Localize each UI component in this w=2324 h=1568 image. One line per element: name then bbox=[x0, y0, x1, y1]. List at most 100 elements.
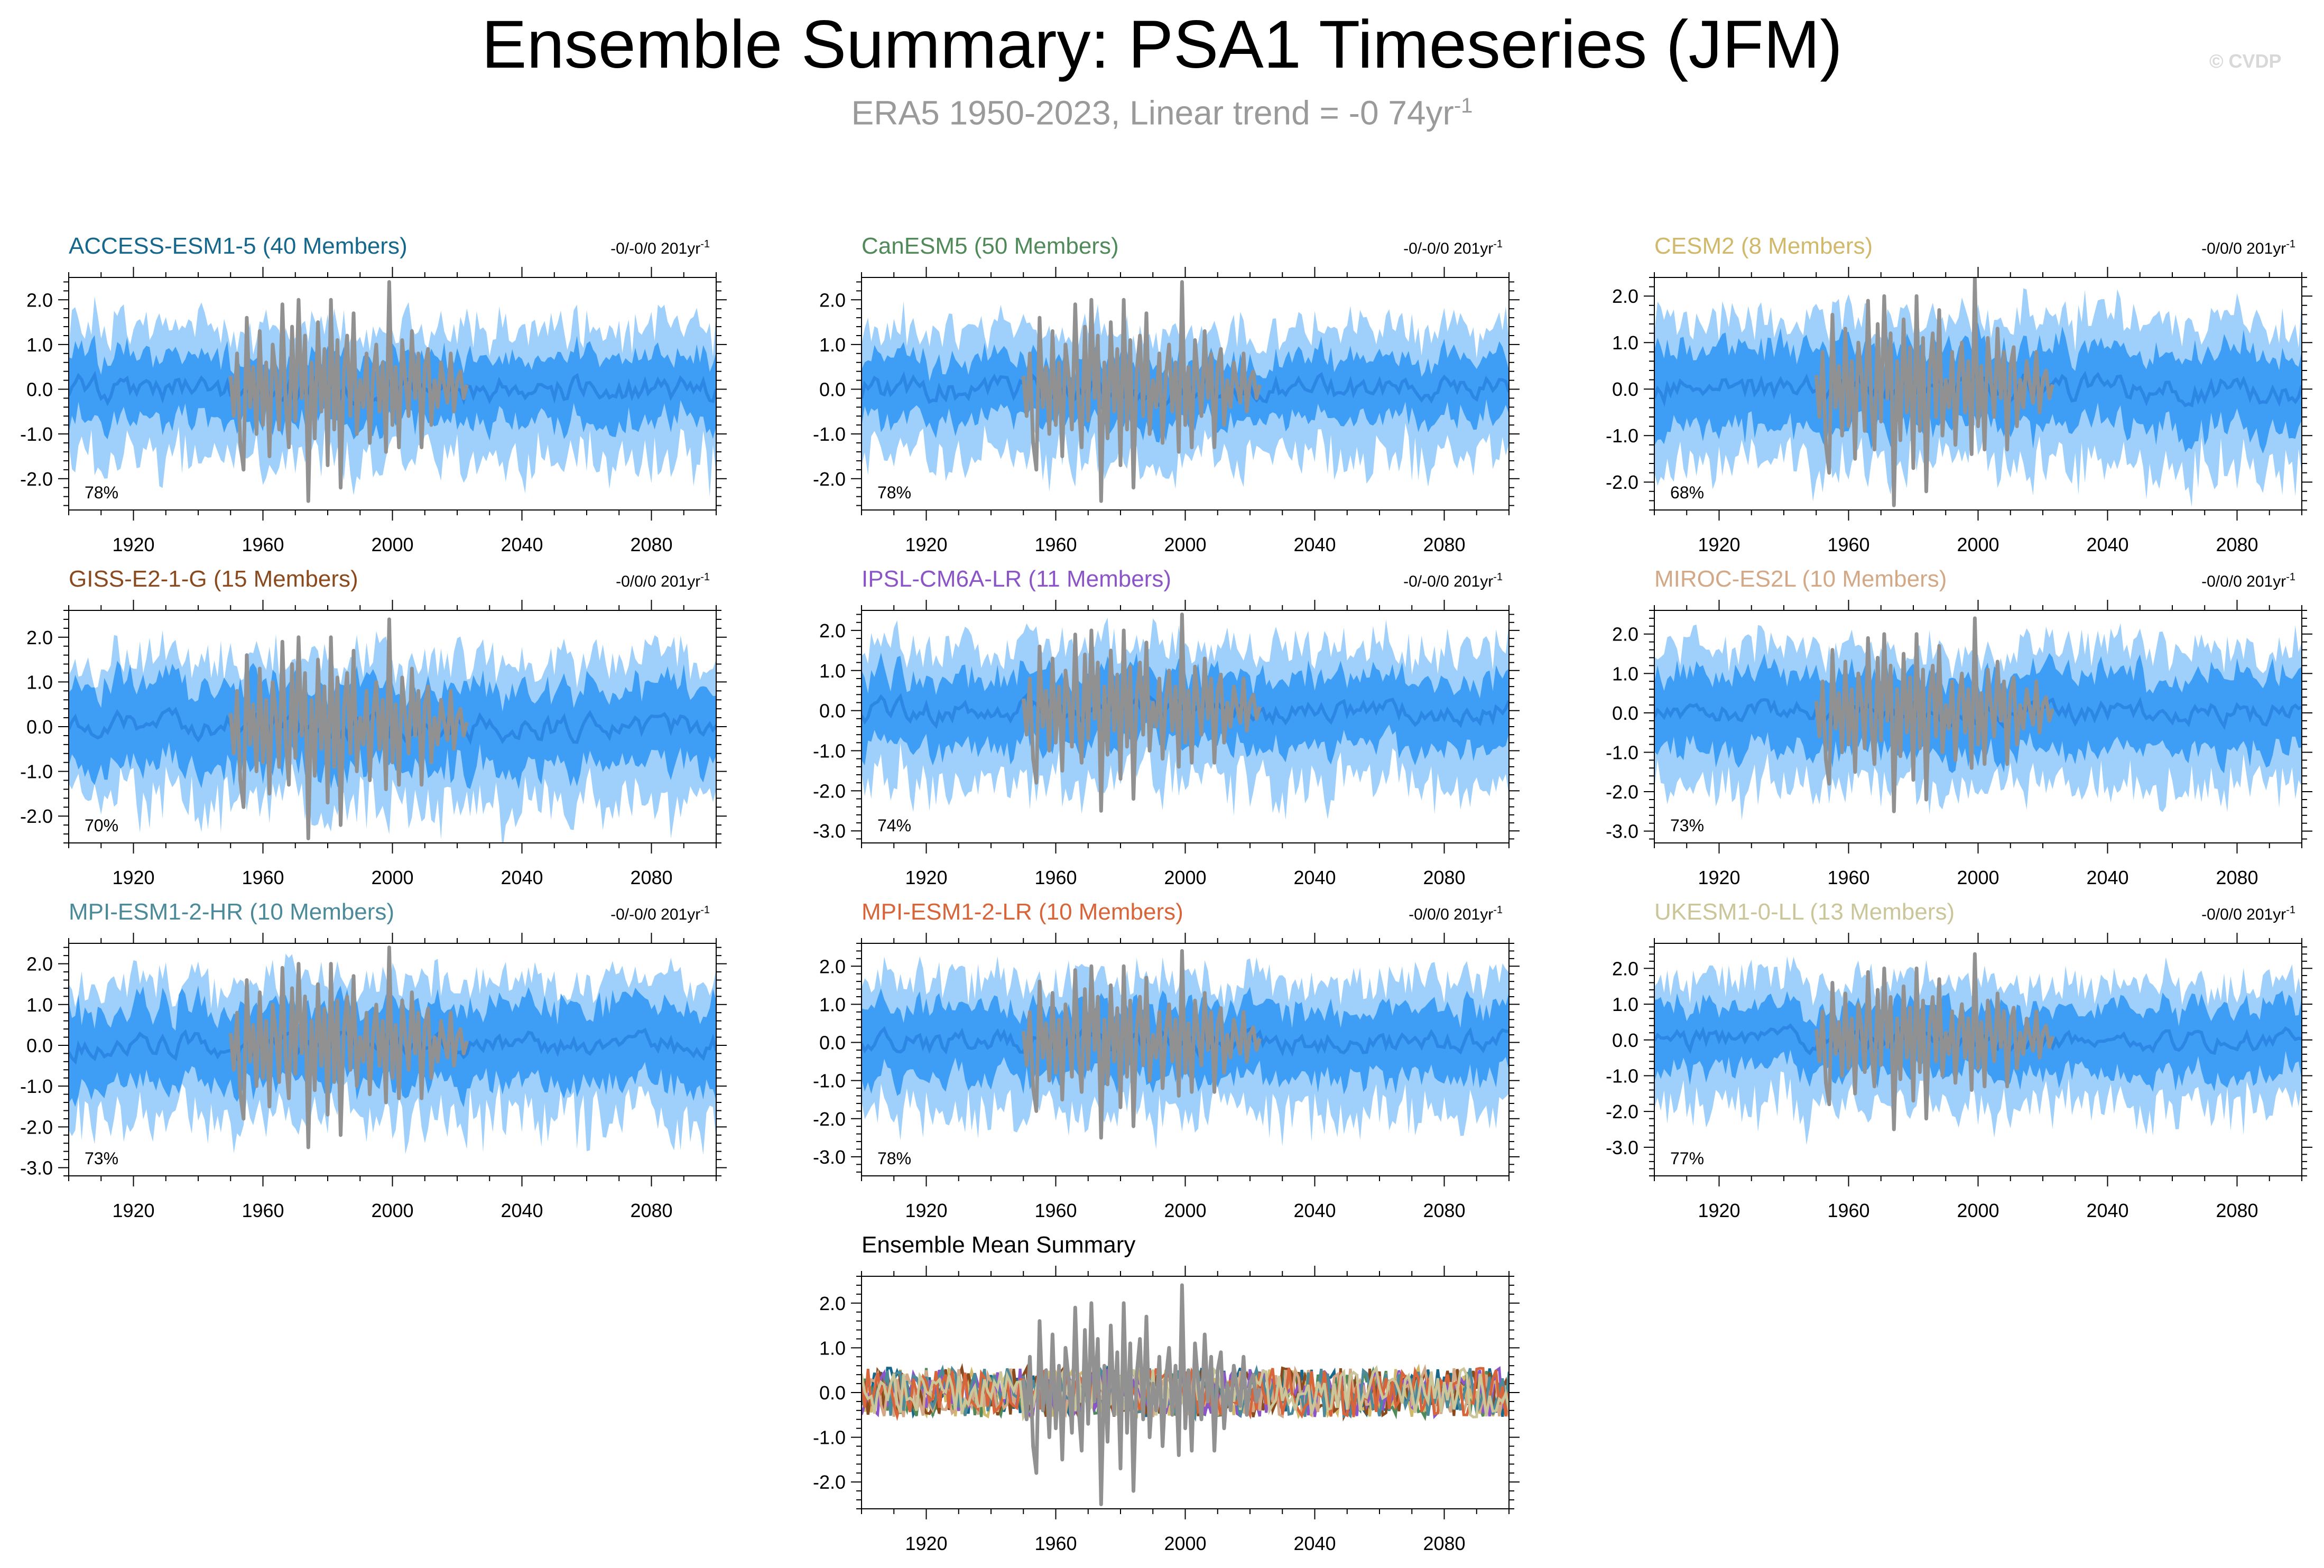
panel-title: MPI-ESM1-2-HR (10 Members) bbox=[69, 899, 394, 925]
y-tick-label: 2.0 bbox=[26, 289, 53, 311]
observed-line bbox=[1814, 277, 2054, 507]
x-tick-label: 1920 bbox=[1698, 1200, 1740, 1221]
trend-label-text: -0/0/0 201yr bbox=[2201, 240, 2286, 257]
panel-title: ACCESS-ESM1-5 (40 Members) bbox=[69, 233, 408, 259]
y-tick-label: -1.0 bbox=[1606, 741, 1638, 763]
percent-label: 77% bbox=[1670, 1149, 1704, 1168]
y-tick-label: 2.0 bbox=[819, 955, 846, 977]
y-tick-label: 1.0 bbox=[1612, 994, 1638, 1015]
y-tick-label: 0.0 bbox=[1612, 702, 1638, 724]
y-tick-label: 0.0 bbox=[1612, 378, 1638, 400]
trend-label-text: -0/-0/0 201yr bbox=[610, 906, 700, 923]
x-tick-label: 1920 bbox=[905, 1533, 947, 1554]
y-tick-label: -3.0 bbox=[813, 1146, 846, 1168]
x-tick-label: 2040 bbox=[2086, 867, 2128, 888]
trend-label-sup: -1 bbox=[2286, 238, 2295, 250]
trend-label-text: -0/0/0 201yr bbox=[1409, 906, 1493, 923]
x-tick-label: 2000 bbox=[1164, 1533, 1206, 1554]
panel-plot-area bbox=[69, 617, 716, 843]
x-tick-label: 2080 bbox=[1423, 1533, 1465, 1554]
figure-title: Ensemble Summary: PSA1 Timeseries (JFM) bbox=[482, 7, 1842, 82]
x-tick-label: 2000 bbox=[371, 867, 413, 888]
x-tick-label: 2080 bbox=[2216, 534, 2258, 555]
trend-label: -0/-0/0 201yr-1 bbox=[610, 904, 710, 923]
percent-label: 78% bbox=[877, 483, 911, 502]
percent-label: 73% bbox=[85, 1149, 118, 1168]
y-tick-label: 0.0 bbox=[26, 716, 53, 738]
x-tick-label: 1960 bbox=[242, 1200, 284, 1221]
panel-plot-area bbox=[862, 1283, 1509, 1506]
panel-mpi-esm1-2-hr: 1920 1960 2000 2040 2080 -3.0 -2.0 -1.0 0.0 1.0 2.… bbox=[20, 899, 727, 1221]
y-tick-label: 2.0 bbox=[819, 1293, 846, 1314]
y-tick-label: -1.0 bbox=[813, 423, 846, 445]
trend-label-sup: -1 bbox=[2286, 904, 2295, 916]
y-tick-label: -2.0 bbox=[1606, 1101, 1638, 1122]
y-tick-label: -2.0 bbox=[813, 468, 846, 490]
y-tick-label: 1.0 bbox=[819, 994, 846, 1015]
panel-cesm2: 1920 1960 2000 2040 2080 -2.0 -1.0 0.0 1.0 2.0 CES… bbox=[1606, 233, 2312, 555]
credit-label: © CVDP bbox=[2209, 50, 2282, 72]
percent-label: 73% bbox=[1670, 816, 1704, 835]
trend-label-sup: -1 bbox=[700, 238, 710, 250]
x-tick-label: 2000 bbox=[371, 534, 413, 555]
x-tick-label: 2000 bbox=[1164, 1200, 1206, 1221]
y-tick-label: -2.0 bbox=[20, 468, 53, 490]
y-tick-label: -2.0 bbox=[20, 805, 53, 827]
x-tick-label: 2040 bbox=[501, 1200, 543, 1221]
y-tick-label: -1.0 bbox=[813, 740, 846, 762]
trend-label-text: -0/0/0 201yr bbox=[2201, 573, 2286, 590]
x-tick-label: 2040 bbox=[1293, 1533, 1336, 1554]
panel-title: MPI-ESM1-2-LR (10 Members) bbox=[862, 899, 1183, 925]
trend-label-text: -0/-0/0 201yr bbox=[610, 240, 700, 257]
y-tick-label: 1.0 bbox=[819, 1337, 846, 1359]
panel-title: CESM2 (8 Members) bbox=[1654, 233, 1873, 259]
x-tick-label: 2000 bbox=[1957, 1200, 1999, 1221]
y-tick-label: -3.0 bbox=[1606, 1137, 1638, 1158]
x-tick-label: 2040 bbox=[1293, 1200, 1336, 1221]
x-tick-label: 1920 bbox=[1698, 867, 1740, 888]
trend-label: -0/-0/0 201yr-1 bbox=[610, 238, 710, 257]
trend-label: -0/0/0 201yr-1 bbox=[1409, 904, 1503, 923]
observed-line bbox=[1021, 1283, 1262, 1506]
y-tick-label: -1.0 bbox=[20, 423, 53, 445]
y-tick-label: -3.0 bbox=[813, 820, 846, 842]
panel-ipsl-cm6a-lr: 1920 1960 2000 2040 2080 -3.0 -2.0 -1.0 0.0 1.0 2.… bbox=[813, 566, 1520, 888]
percent-label: 74% bbox=[877, 816, 911, 835]
trend-label: -0/0/0 201yr-1 bbox=[2201, 238, 2295, 257]
panel-canesm5: 1920 1960 2000 2040 2080 -2.0 -1.0 0.0 1.0 2.0 Can… bbox=[813, 233, 1520, 555]
x-tick-label: 1960 bbox=[1034, 867, 1077, 888]
trend-label-sup: -1 bbox=[1493, 238, 1503, 250]
y-tick-label: 0.0 bbox=[1612, 1029, 1638, 1051]
x-tick-label: 2040 bbox=[501, 867, 543, 888]
y-tick-label: 1.0 bbox=[1612, 332, 1638, 354]
panel-plot-area bbox=[862, 949, 1509, 1149]
y-tick-label: 1.0 bbox=[26, 671, 53, 693]
x-tick-label: 2000 bbox=[371, 1200, 413, 1221]
panel-plot-area bbox=[1654, 277, 2302, 507]
observed-line bbox=[1021, 949, 1262, 1140]
y-tick-label: 0.0 bbox=[819, 1032, 846, 1054]
x-tick-label: 2040 bbox=[2086, 1200, 2128, 1221]
observed-line bbox=[1814, 952, 2054, 1131]
x-tick-label: 2080 bbox=[1423, 867, 1465, 888]
panel-ukesm1-0-ll: 1920 1960 2000 2040 2080 -3.0 -2.0 -1.0 0.0 1.0 2.… bbox=[1606, 899, 2312, 1221]
trend-label-sup: -1 bbox=[700, 904, 710, 916]
panel-plot-area bbox=[1654, 952, 2302, 1145]
panel-plot-area bbox=[69, 945, 716, 1155]
percent-label: 78% bbox=[85, 483, 118, 502]
y-tick-label: -1.0 bbox=[20, 1075, 53, 1097]
y-tick-label: -1.0 bbox=[1606, 1065, 1638, 1087]
observed-line bbox=[228, 945, 469, 1149]
y-tick-label: -2.0 bbox=[20, 1116, 53, 1138]
observed-line bbox=[1814, 616, 2054, 813]
trend-label: -0/0/0 201yr-1 bbox=[616, 571, 710, 590]
x-tick-label: 2080 bbox=[630, 1200, 672, 1221]
panel-title: IPSL-CM6A-LR (11 Members) bbox=[862, 566, 1171, 592]
trend-label: -0/-0/0 201yr-1 bbox=[1403, 238, 1503, 257]
panel-plot-area bbox=[862, 280, 1509, 503]
x-tick-label: 2080 bbox=[1423, 534, 1465, 555]
y-tick-label: -1.0 bbox=[813, 1427, 846, 1449]
y-tick-label: -1.0 bbox=[20, 761, 53, 783]
trend-label-sup: -1 bbox=[700, 571, 710, 583]
